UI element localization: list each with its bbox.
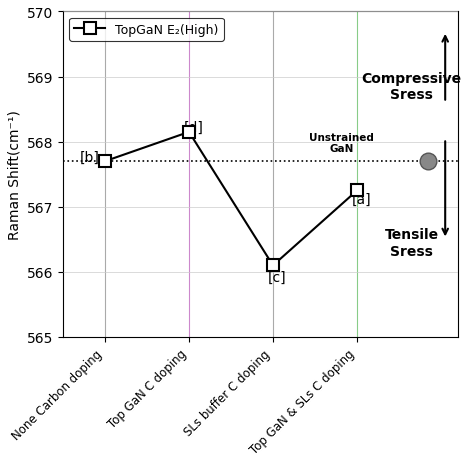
Text: [d]: [d] [184, 121, 204, 135]
Text: Unstrained
GaN: Unstrained GaN [310, 132, 374, 154]
Text: [c]: [c] [268, 270, 287, 284]
Line: TopGaN E₂(High): TopGaN E₂(High) [100, 127, 362, 271]
Text: [a]: [a] [352, 193, 372, 206]
TopGaN E₂(High) [186, 130, 192, 135]
Text: Tensile
Sress: Tensile Sress [385, 228, 438, 258]
TopGaN E₂(High) [354, 188, 360, 194]
Y-axis label: Raman Shift(cm⁻¹): Raman Shift(cm⁻¹) [7, 110, 21, 240]
TopGaN E₂(High) [102, 159, 108, 165]
Text: Compressive
Sress: Compressive Sress [362, 72, 462, 102]
Text: [b]: [b] [80, 150, 100, 164]
TopGaN E₂(High) [270, 263, 276, 269]
Legend: TopGaN E₂(High): TopGaN E₂(High) [69, 19, 224, 42]
